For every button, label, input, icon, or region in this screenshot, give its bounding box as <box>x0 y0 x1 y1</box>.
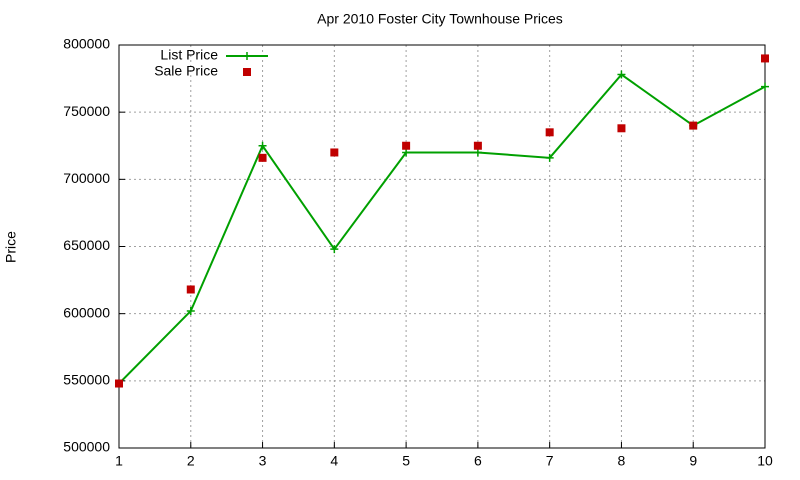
x-tick-label: 1 <box>115 453 123 469</box>
x-tick-label: 2 <box>187 453 195 469</box>
legend-label: Sale Price <box>154 63 218 79</box>
point <box>186 285 195 294</box>
point <box>258 153 267 162</box>
legend-label: List Price <box>160 47 218 63</box>
point <box>186 306 195 315</box>
point <box>115 379 123 388</box>
point <box>330 245 339 254</box>
point <box>473 141 482 150</box>
y-tick-label: 800000 <box>63 36 110 52</box>
y-tick-label: 500000 <box>63 439 110 455</box>
point <box>330 148 339 157</box>
point <box>761 82 769 91</box>
x-tick-label: 10 <box>757 453 773 469</box>
point <box>258 141 267 150</box>
y-tick-label: 550000 <box>63 372 110 388</box>
point <box>617 70 626 79</box>
x-tick-label: 4 <box>330 453 338 469</box>
point <box>761 54 769 63</box>
point <box>617 124 626 133</box>
point <box>402 141 411 150</box>
x-tick-label: 8 <box>618 453 626 469</box>
x-tick-label: 9 <box>689 453 697 469</box>
legend-marker <box>243 68 251 76</box>
x-tick-label: 5 <box>402 453 410 469</box>
y-tick-label: 650000 <box>63 237 110 253</box>
x-tick-label: 6 <box>474 453 482 469</box>
point <box>689 121 698 130</box>
point <box>473 148 482 157</box>
chart-title: Apr 2010 Foster City Townhouse Prices <box>317 11 563 27</box>
point <box>402 148 411 157</box>
y-tick-label: 700000 <box>63 170 110 186</box>
y-tick-label: 750000 <box>63 103 110 119</box>
y-tick-label: 600000 <box>63 304 110 320</box>
series-line <box>118 73 766 385</box>
point <box>545 128 554 137</box>
legend-marker <box>243 52 251 60</box>
point <box>545 153 554 162</box>
x-tick-label: 7 <box>546 453 554 469</box>
y-axis-label: Price <box>3 231 19 263</box>
plot-frame <box>118 44 766 449</box>
x-tick-label: 3 <box>259 453 267 469</box>
